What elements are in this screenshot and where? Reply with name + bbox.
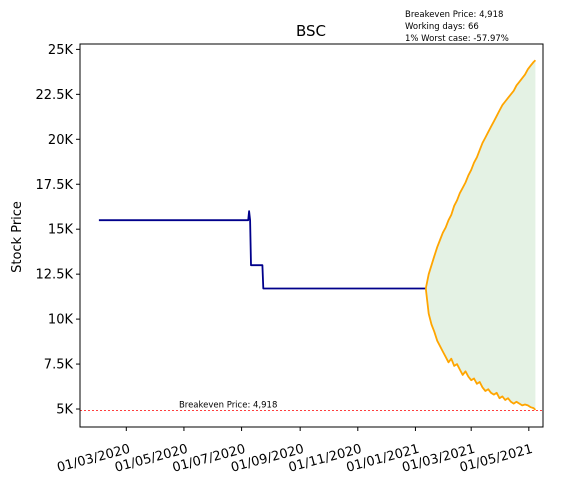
forecast-lower-line (424, 288, 537, 411)
info-line-worst-case: 1% Worst case: -57.97% (405, 34, 509, 44)
y-tick-label: 10K (48, 313, 74, 328)
history-line (98, 210, 426, 290)
info-line-working-days: Working days: 66 (405, 22, 479, 32)
y-axis-label: Stock Price (10, 201, 25, 273)
y-tick-label: 17.5K (36, 178, 74, 193)
plot-area: Breakeven Price: 4,918 (80, 59, 543, 411)
y-tick-label: 7.5K (44, 358, 74, 373)
y-tick-label: 22.5K (36, 88, 74, 103)
y-tick-label: 15K (48, 223, 74, 238)
y-tick-label: 20K (48, 133, 74, 148)
info-line-breakeven: Breakeven Price: 4,918 (405, 10, 503, 20)
y-tick-label: 5K (56, 403, 73, 418)
chart-title: BSC (296, 22, 326, 40)
plot-frame (79, 43, 544, 428)
forecast-upper-line (424, 59, 537, 289)
x-axis-ticks: 01/03/202001/05/202001/07/202001/09/2020… (56, 427, 534, 476)
y-tick-label: 25K (48, 43, 74, 58)
breakeven-label: Breakeven Price: 4,918 (179, 400, 277, 410)
y-axis-ticks: 5K 7.5K 10K 12.5K 15K 17.5K 20K 22.5K 25K (36, 43, 80, 418)
y-tick-label: 12.5K (36, 268, 74, 283)
info-box: Breakeven Price: 4,918 Working days: 66 … (405, 10, 509, 44)
forecast-band (425, 60, 536, 410)
